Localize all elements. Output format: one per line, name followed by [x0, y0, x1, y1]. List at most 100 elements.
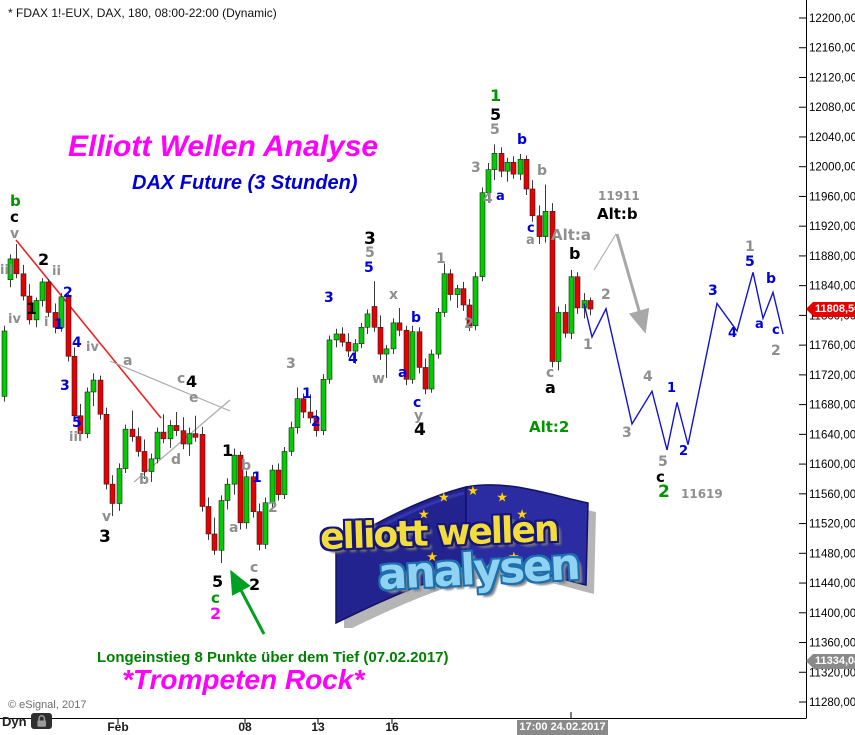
candle: [523, 158, 530, 190]
settlement-price-tag: 11334,04: [806, 654, 855, 670]
candle: [498, 153, 505, 172]
candle: [39, 281, 46, 301]
annotation-arrow[interactable]: [615, 233, 650, 334]
price-tick-label: 11560,00: [809, 489, 855, 501]
price-tick-label: 11480,00: [809, 548, 855, 560]
candle: [33, 300, 40, 321]
ewa-logo: ★ ★ ★ ★ ★ ★ ★ ★ ★ ★ ★ elliott wellen analysen: [318, 453, 630, 628]
candle: [409, 331, 416, 380]
candle: [333, 333, 340, 341]
eu-star: ★: [426, 549, 438, 564]
candle: [45, 281, 52, 313]
candle: [542, 211, 549, 237]
candle: [307, 411, 314, 419]
candle: [275, 469, 282, 495]
candle: [454, 288, 461, 295]
time-tick-label: 08: [238, 720, 252, 734]
eu-star: ★: [496, 489, 508, 504]
candle: [345, 341, 352, 352]
candle: [154, 431, 161, 460]
price-tick-label: 11640,00: [809, 429, 855, 441]
lock-icon[interactable]: [31, 713, 52, 729]
candle: [256, 511, 263, 545]
candle: [90, 379, 97, 393]
price-tick-label: 11960,00: [809, 191, 855, 203]
candle: [428, 353, 435, 390]
candle: [224, 483, 231, 501]
eu-star: ★: [414, 529, 426, 544]
candle: [109, 483, 116, 504]
candle: [529, 188, 536, 217]
candle: [568, 276, 575, 334]
candle: [186, 433, 193, 445]
eu-star: ★: [467, 483, 479, 498]
candle: [1, 330, 8, 397]
candle: [504, 161, 511, 172]
candle: [269, 469, 276, 504]
candle: [485, 169, 492, 194]
candle: [243, 476, 250, 524]
annotation-arrow[interactable]: [230, 569, 266, 635]
eu-star: ★: [418, 506, 430, 521]
wave-projection-line[interactable]: [583, 272, 784, 451]
candle: [371, 306, 378, 328]
price-tick-label: 11520,00: [809, 519, 855, 531]
candle: [26, 295, 33, 321]
candle: [211, 533, 218, 551]
candle: [237, 454, 244, 524]
candle: [167, 425, 174, 440]
price-tick-label: 12040,00: [809, 132, 855, 144]
candle: [300, 398, 307, 413]
eu-star: ★: [521, 529, 533, 544]
long-entry-note: Longeinstieg 8 Punkte über dem Tief (07.…: [97, 649, 449, 666]
price-tick-label: 12120,00: [809, 72, 855, 84]
candle: [441, 273, 448, 313]
candle: [320, 379, 327, 431]
candle: [377, 326, 384, 355]
price-tick-label: 12080,00: [809, 102, 855, 114]
time-tick-label: Feb: [107, 720, 128, 734]
candle: [129, 428, 136, 437]
dyn-scale-label: Dyn: [2, 714, 27, 729]
candle: [555, 312, 562, 362]
analysis-subtitle: DAX Future (3 Stunden): [132, 172, 358, 194]
candle: [549, 211, 556, 362]
candle: [288, 427, 295, 452]
candle: [390, 322, 397, 350]
candle: [491, 153, 498, 170]
trendline[interactable]: [109, 360, 231, 412]
candle: [396, 322, 403, 331]
candle: [416, 331, 423, 368]
candle: [313, 417, 320, 431]
price-tick-label: 12000,00: [809, 162, 855, 174]
candle: [435, 312, 442, 355]
trendline[interactable]: [593, 233, 617, 271]
candle: [466, 304, 473, 327]
price-tick-label: 11840,00: [809, 281, 855, 293]
candle: [84, 391, 91, 434]
candle: [71, 355, 78, 417]
esignal-copyright: © eSignal, 2017: [8, 699, 87, 711]
analysis-title: Elliott Wellen Analyse: [68, 130, 379, 163]
candle: [403, 329, 410, 380]
price-tick-label: 11360,00: [809, 638, 855, 650]
candle: [192, 433, 199, 438]
price-tick-label: 12200,00: [809, 13, 855, 25]
candle: [326, 339, 333, 380]
candle: [383, 348, 390, 355]
candle: [20, 273, 27, 297]
candle: [339, 333, 346, 343]
price-tick-label: 11720,00: [809, 370, 855, 382]
trendline[interactable]: [15, 239, 162, 419]
candle: [562, 312, 569, 334]
candle: [281, 451, 288, 495]
eu-flag-icon: ★ ★★★★★★★★★★: [335, 483, 596, 628]
candle: [447, 273, 454, 295]
candle: [250, 476, 257, 512]
candle: [587, 300, 594, 310]
candle: [352, 343, 359, 352]
candle: [58, 296, 65, 328]
eu-star: ★: [452, 561, 464, 576]
candle: [574, 276, 581, 309]
